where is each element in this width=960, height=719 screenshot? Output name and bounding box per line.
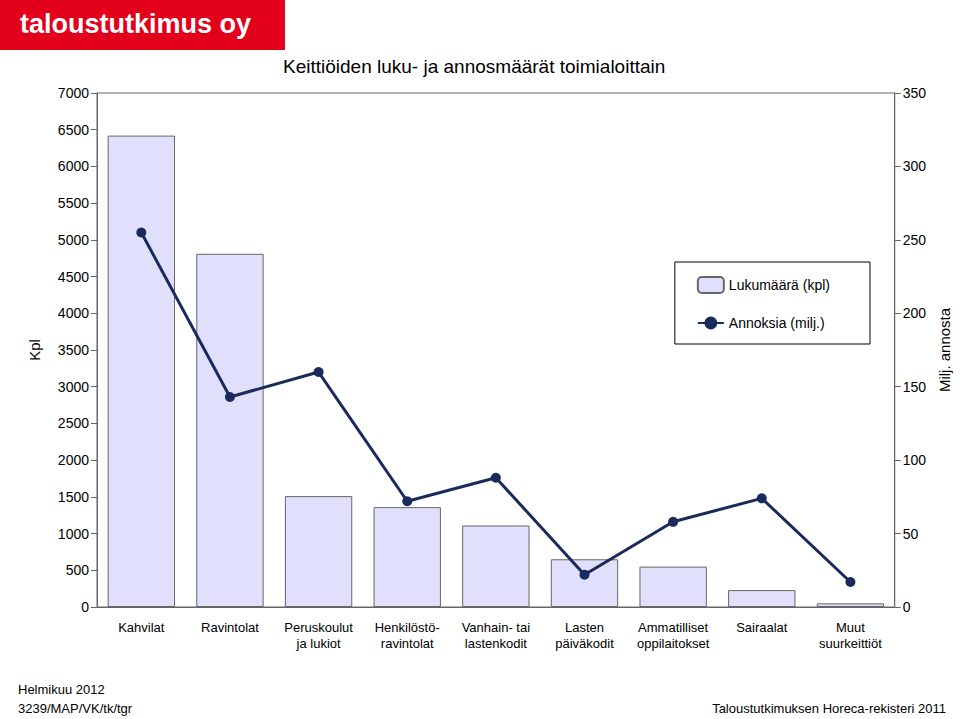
svg-text:5000: 5000: [58, 232, 89, 248]
svg-text:150: 150: [903, 379, 927, 395]
svg-text:Vanhain- tai: Vanhain- tai: [462, 620, 531, 635]
svg-text:Muut: Muut: [836, 620, 865, 635]
svg-text:6000: 6000: [58, 158, 89, 174]
svg-text:1500: 1500: [58, 489, 89, 505]
svg-text:2000: 2000: [58, 452, 89, 468]
svg-text:Ravintolat: Ravintolat: [201, 620, 259, 635]
svg-text:6500: 6500: [58, 122, 89, 138]
svg-text:3000: 3000: [58, 379, 89, 395]
svg-text:lastenkodit: lastenkodit: [465, 636, 528, 651]
svg-text:Lukumäärä (kpl): Lukumäärä (kpl): [729, 277, 830, 293]
svg-text:Kahvilat: Kahvilat: [118, 620, 165, 635]
svg-text:3239/MAP/VK/tk/tgr: 3239/MAP/VK/tk/tgr: [18, 701, 133, 716]
svg-text:Milj. annosta: Milj. annosta: [936, 307, 953, 392]
svg-text:Peruskoulut: Peruskoulut: [284, 620, 353, 635]
svg-text:suurkeittiöt: suurkeittiöt: [819, 636, 882, 651]
svg-text:Kpl: Kpl: [26, 339, 43, 361]
svg-text:0: 0: [81, 599, 89, 615]
svg-text:0: 0: [903, 599, 911, 615]
svg-text:Sairaalat: Sairaalat: [736, 620, 788, 635]
svg-text:Taloustutkimuksen Horeca-rekis: Taloustutkimuksen Horeca-rekisteri 2011: [712, 701, 946, 716]
svg-text:7000: 7000: [58, 85, 89, 101]
svg-text:Ammatilliset: Ammatilliset: [638, 620, 708, 635]
svg-text:Henkilöstö-: Henkilöstö-: [375, 620, 440, 635]
svg-text:2500: 2500: [58, 415, 89, 431]
svg-text:ravintolat: ravintolat: [381, 636, 434, 651]
svg-text:päiväkodit: päiväkodit: [555, 636, 614, 651]
svg-text:250: 250: [903, 232, 927, 248]
svg-text:3500: 3500: [58, 342, 89, 358]
svg-text:500: 500: [66, 562, 90, 578]
svg-text:50: 50: [903, 526, 919, 542]
svg-text:300: 300: [903, 158, 927, 174]
svg-text:200: 200: [903, 305, 927, 321]
svg-text:oppilaitokset: oppilaitokset: [637, 636, 710, 651]
svg-text:taloustutkimus oy: taloustutkimus oy: [20, 9, 251, 39]
svg-text:350: 350: [903, 85, 927, 101]
svg-text:Keittiöiden luku- ja annosmäär: Keittiöiden luku- ja annosmäärät toimial…: [283, 56, 665, 77]
svg-text:4000: 4000: [58, 305, 89, 321]
svg-text:5500: 5500: [58, 195, 89, 211]
svg-text:Annoksia (milj.): Annoksia (milj.): [729, 315, 825, 331]
svg-text:4500: 4500: [58, 269, 89, 285]
svg-text:ja lukiot: ja lukiot: [296, 636, 341, 651]
svg-text:Helmikuu 2012: Helmikuu 2012: [18, 682, 105, 697]
svg-text:Lasten: Lasten: [565, 620, 604, 635]
svg-text:1000: 1000: [58, 526, 89, 542]
svg-text:100: 100: [903, 452, 927, 468]
